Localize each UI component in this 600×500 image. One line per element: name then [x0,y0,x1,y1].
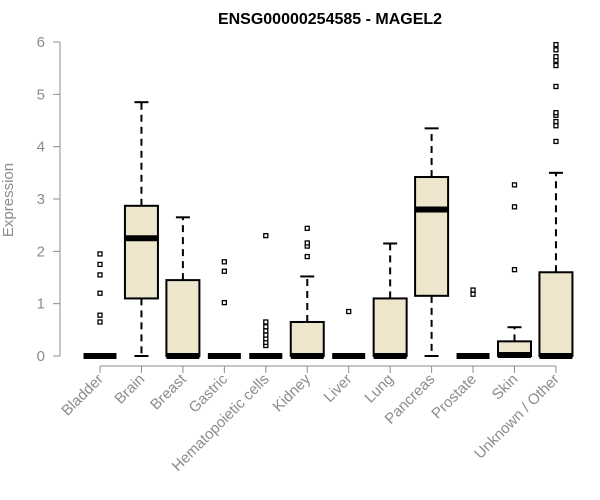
outlier-point [263,324,269,330]
outlier-point [97,272,103,278]
outlier-point [97,251,103,257]
outlier-point [304,240,310,246]
chart-title: ENSG00000254585 - MAGEL2 [218,11,442,28]
outlier-point [553,41,559,48]
box-liver [332,308,366,359]
outlier-point [263,328,269,334]
x-tick-label: Liver [321,371,356,406]
outlier-point [263,332,269,338]
box-skin [497,182,532,358]
box-kidney [289,225,325,359]
outlier-point [304,253,310,260]
x-tick-label: Prostate [428,371,480,423]
outlier-point [221,268,228,274]
y-tick-label: 4 [37,139,45,156]
x-tick-label: Kidney [270,370,315,415]
outlier-point [553,54,559,60]
y-tick-label: 0 [37,348,45,365]
outlier-point [511,204,518,210]
y-tick-label: 6 [37,34,45,51]
y-axis-label: Expression [0,163,17,237]
iqr-box [414,176,450,297]
outlier-point [97,312,103,318]
x-tick-label: Brain [111,371,148,408]
outlier-point [97,261,103,268]
outlier-point [263,232,269,239]
outlier-point [304,225,310,231]
x-tick-label: Lung [361,371,397,407]
iqr-box [289,320,325,358]
outlier-point [553,118,559,125]
outlier-point [511,266,518,273]
box-gastric [207,259,241,359]
outlier-point [553,138,559,145]
box-lung [372,242,408,359]
outlier-point [97,290,103,296]
box-bladder [83,251,117,359]
iqr-box [538,271,574,357]
outlier-point [553,62,559,69]
outlier-point [553,123,559,129]
y-axis: 0 1 2 3 4 5 6 [37,34,61,365]
outlier-point [263,319,269,325]
box-hematopoietic-cells [249,232,283,359]
outlier-point [346,308,352,315]
outlier-point [553,47,559,53]
outlier-point [221,259,228,265]
box-brain [123,101,159,357]
outlier-point [97,319,103,325]
y-tick-label: 2 [37,243,45,260]
outlier-point [470,287,476,293]
outlier-point [553,110,559,116]
box-pancreas [414,127,450,357]
y-tick-label: 3 [37,191,45,208]
iqr-box [372,297,408,357]
y-tick-label: 1 [37,296,45,313]
x-tick-label: Bladder [58,371,107,420]
box-breast [165,216,201,359]
iqr-box [165,279,201,357]
outlier-point [511,182,518,188]
x-tick-label: Breast [147,370,190,413]
box-prostate [456,287,490,359]
iqr-box [123,204,159,300]
boxes-group [83,41,574,359]
outlier-point [553,83,559,90]
x-tick-label: Skin [489,371,522,404]
y-tick-label: 5 [37,86,45,103]
box-unknown-other [538,41,574,359]
outlier-point [221,299,228,306]
outlier-point [470,291,476,297]
